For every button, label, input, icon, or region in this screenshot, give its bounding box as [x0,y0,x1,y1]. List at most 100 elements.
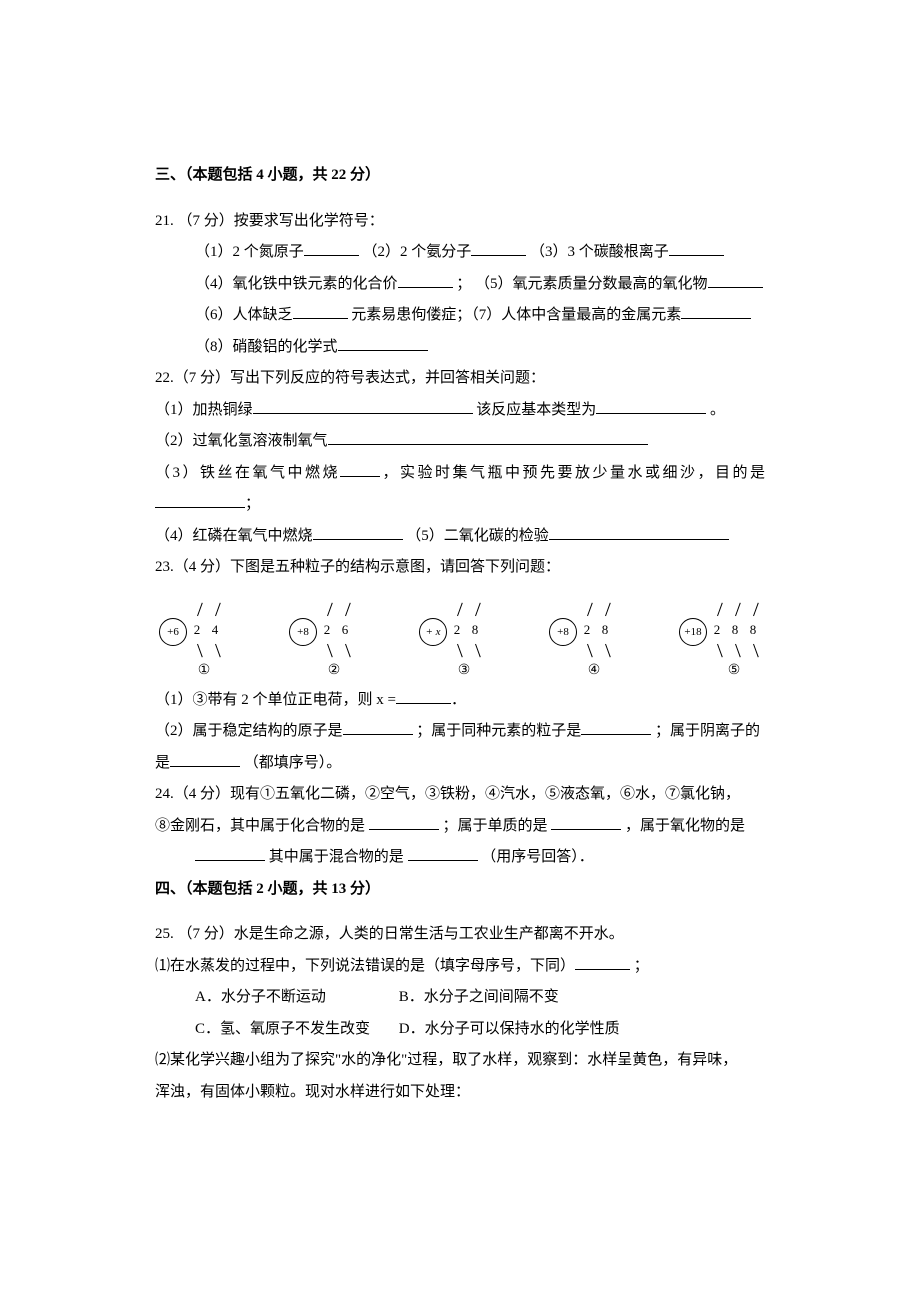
particle-3: + x 2 8 ③ [419,602,509,679]
particle-diagram: +18 2 8 8 [679,602,789,658]
shell-value: 6 [342,622,349,638]
q23-line-2: （2）属于稳定结构的原子是 ；属于同种元素的粒子是 ；属于阴离子的 [155,716,765,748]
particle-label: ① [159,662,249,679]
q25-opt-a: A．水分子不断运动 [195,982,395,1014]
particle-label: ③ [419,662,509,679]
q23-2b: ；属于同种元素的粒子是 [416,723,581,739]
shell-1: 2 [187,602,207,658]
q22-line-3a: （3）铁丝在氧气中燃烧，实验时集气瓶中预先要放少量水或细沙，目的是 [155,458,765,490]
blank [195,845,265,861]
blank [681,303,751,319]
q24-3a: 其中属于混合物的是 [269,849,408,865]
q25-options-2: C．氢、氧原子不发生改变 D．水分子可以保持水的化学性质 [155,1014,765,1046]
q23-1b: ． [451,692,466,708]
blank [313,524,403,540]
blank [170,751,240,767]
q21-4-label: （4）氧化铁中铁元素的化合价 [195,276,398,292]
q23-2a: （2）属于稳定结构的原子是 [155,723,343,739]
shell-2: 8 [465,602,485,658]
q22-head: 22.（7 分）写出下列反应的符号表达式，并回答相关问题： [155,363,765,395]
shell-1: 2 [317,602,337,658]
q23-line-1: （1）③带有 2 个单位正电荷，则 x = ． [155,685,765,717]
blank [471,240,526,256]
shell-value: 4 [212,622,219,638]
shell-value: 2 [324,622,331,638]
blank [398,272,453,288]
q21-1-label: （1）2 个氮原子 [195,244,304,260]
shell-value: 2 [454,622,461,638]
q25-1a: ⑴在水蒸发的过程中，下列说法错误的是（填字母序号，下同） [155,958,575,974]
blank [408,845,478,861]
blank [338,335,428,351]
shell-value: 8 [472,622,479,638]
particle-diagram: +6 2 4 [159,602,249,658]
section-3-title: 三、（本题包括 4 小题，共 22 分） [155,160,765,192]
q23-line-3: 是 （都填序号）。 [155,748,765,780]
shell-2: 8 [725,602,745,658]
q23-2c: ；属于阴离子的 [655,723,760,739]
nucleus: + x [419,618,447,646]
blank [596,398,706,414]
q22-1b: 该反应基本类型为 [476,402,596,418]
q25-line-2b: 浑浊，有固体小颗粒。现对水样进行如下处理： [155,1077,765,1109]
q23-2d: 是 [155,755,170,771]
q22-line-2: （2）过氧化氢溶液制氧气 [155,426,765,458]
blank [340,461,380,477]
q25-opt-c: C．氢、氧原子不发生改变 [195,1014,395,1046]
q21-2-label: （2）2 个氨分子 [363,244,472,260]
shell-2: 8 [595,602,615,658]
blank [669,240,724,256]
blank [155,492,245,508]
q24-2b: ；属于单质的是 [443,818,552,834]
shell-value: 8 [602,622,609,638]
blank [304,240,359,256]
q22-4b: （5）二氧化碳的检验 [406,528,549,544]
q22-3c: ； [245,496,260,512]
q25-opt-d: D．水分子可以保持水的化学性质 [399,1021,620,1037]
q21-line-1: （1）2 个氮原子 （2）2 个氨分子 （3）3 个碳酸根离子 [155,237,765,269]
q25-options-1: A．水分子不断运动 B．水分子之间间隔不变 [155,982,765,1014]
q22-2: （2）过氧化氢溶液制氧气 [155,433,328,449]
shell-2: 4 [205,602,225,658]
q22-4a: （4）红磷在氧气中燃烧 [155,528,313,544]
q21-6-label: （6）人体缺乏 [195,307,293,323]
particle-5: +18 2 8 8 ⑤ [679,602,789,679]
blank [369,814,439,830]
q21-line-2: （4）氧化铁中铁元素的化合价 ； （5）氧元素质量分数最高的氧化物 [155,269,765,301]
q21-8-label: （8）硝酸铝的化学式 [195,339,338,355]
q22-3a: （3）铁丝在氧气中燃烧 [155,465,340,481]
q25-opt-b: B．水分子之间间隔不变 [399,989,559,1005]
blank [575,954,630,970]
q25-line-1: ⑴在水蒸发的过程中，下列说法错误的是（填字母序号，下同） ； [155,951,765,983]
q22-line-3b: ； [155,489,765,521]
nucleus: +8 [289,618,317,646]
particle-label: ④ [549,662,639,679]
q21-line-3: （6）人体缺乏 元素易患佝偻症；（7）人体中含量最高的金属元素 [155,300,765,332]
q23-head: 23.（4 分）下图是五种粒子的结构示意图，请回答下列问题： [155,552,765,584]
section-4-title: 四、（本题包括 2 小题，共 13 分） [155,874,765,906]
q21-line-4: （8）硝酸铝的化学式 [155,332,765,364]
particle-label: ② [289,662,379,679]
q22-1a: （1）加热铜绿 [155,402,253,418]
particle-diagram: +8 2 6 [289,602,379,658]
shell-value: 8 [732,622,739,638]
shell-value: 2 [584,622,591,638]
shell-value: 2 [194,622,201,638]
q25-1b: ； [634,958,649,974]
blank [581,719,651,735]
q24-3b: （用序号回答）． [481,849,594,865]
q22-line-1: （1）加热铜绿 该反应基本类型为 。 [155,395,765,427]
q23-1: （1）③带有 2 个单位正电荷，则 x = [155,692,396,708]
q21-6b-label: 元素易患佝偻症；（7）人体中含量最高的金属元素 [351,307,681,323]
blank [293,303,348,319]
nucleus: +8 [549,618,577,646]
blank [396,688,451,704]
shell-1: 2 [707,602,727,658]
q24-2a: ⑧金刚石，其中属于化合物的是 [155,818,369,834]
q24-line-2: ⑧金刚石，其中属于化合物的是 ；属于单质的是 ，属于氧化物的是 [155,811,765,843]
shell-1: 2 [447,602,467,658]
particle-1: +6 2 4 ① [159,602,249,679]
shell-value: 2 [714,622,721,638]
particle-2: +8 2 6 ② [289,602,379,679]
shell-value: 8 [750,622,757,638]
